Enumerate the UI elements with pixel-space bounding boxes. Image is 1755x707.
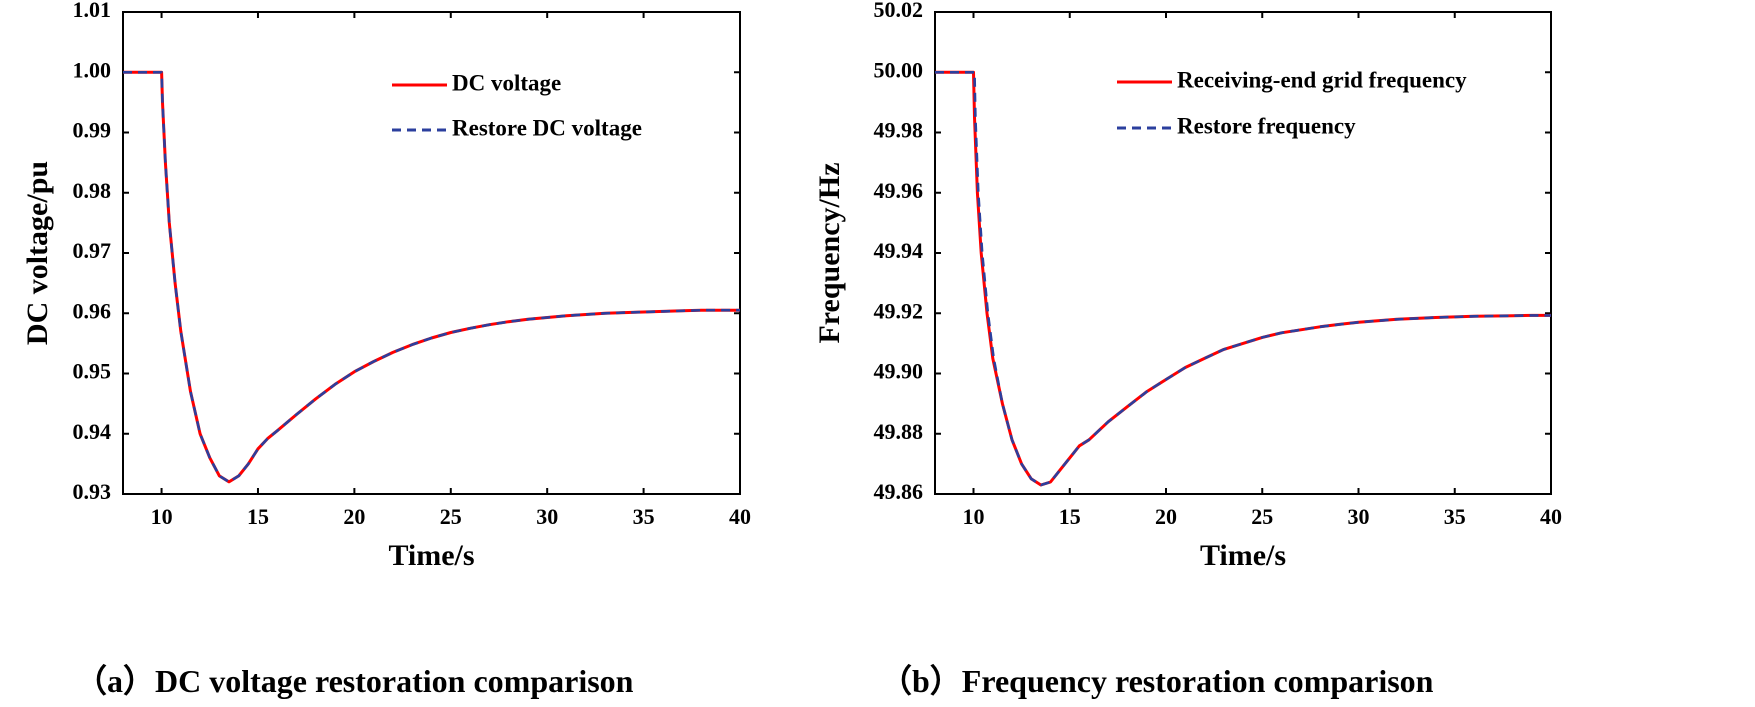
panel-a-ylabel: DC voltage/pu: [21, 161, 54, 345]
panel-b-ytick-label: 50.00: [874, 57, 924, 82]
panel-b-ytick-label: 49.90: [874, 359, 924, 384]
panel-b-xtick-label: 15: [1059, 504, 1081, 529]
panel-a-ytick-label: 0.97: [73, 238, 112, 263]
panel-b-series-restore-line: [935, 71, 1551, 487]
panel-b-caption: （b）Frequency restoration comparison: [880, 663, 1434, 699]
panel-a-series-main-line: [123, 70, 740, 484]
panel-b-legend-label-restore: Restore frequency: [1177, 113, 1356, 138]
panel-a-ytick-label: 0.93: [73, 479, 112, 504]
panel-b-xtick-label: 35: [1444, 504, 1466, 529]
panel-a-ytick-label: 0.98: [73, 178, 112, 203]
panel-b-ytick-label: 49.96: [874, 178, 924, 203]
panel-b-xtick-label: 20: [1155, 504, 1177, 529]
panel-a-xtick-label: 15: [247, 504, 269, 529]
panel-b-ytick-label: 49.92: [874, 298, 924, 323]
panel-a-xtick-label: 30: [536, 504, 558, 529]
panel-b-ytick-label: 49.86: [874, 479, 924, 504]
panel-a-legend-label-main: DC voltage: [452, 70, 561, 95]
panel-a-xtick-label: 40: [729, 504, 751, 529]
panel-b: 49.86 49.88 49.90 49.92 49.94 49.96 49.98 50.00…: [813, 0, 1562, 699]
panel-a-xtick-label: 35: [633, 504, 655, 529]
panel-a-xtick-label: 20: [343, 504, 365, 529]
panel-a-caption: （a）DC voltage restoration comparison: [75, 663, 634, 699]
panel-b-ytick-label: 49.94: [874, 238, 924, 263]
panel-a-ytick-label: 1.01: [73, 0, 112, 22]
panel-a-ytick-label: 0.95: [73, 359, 112, 384]
panel-a-ytick-label: 0.96: [73, 298, 112, 323]
panel-a-xtick-label: 25: [440, 504, 462, 529]
panel-b-xtick-label: 30: [1348, 504, 1370, 529]
panel-b-legend-label-main: Receiving-end grid frequency: [1177, 67, 1467, 92]
panel-a-xlabel: Time/s: [388, 539, 474, 572]
panel-b-ytick-label: 49.88: [874, 419, 924, 444]
panel-a: 0.93 0.94 0.95 0.96 0.97 0.98 0.99 1.00 1.01 10 15…: [21, 0, 751, 699]
panel-b-ytick-label: 49.98: [874, 118, 924, 143]
panel-b-xtick-label: 25: [1251, 504, 1273, 529]
panel-b-xtick-label: 40: [1540, 504, 1562, 529]
panel-a-ytick-label: 1.00: [73, 57, 112, 82]
panel-b-xtick-label: 10: [963, 504, 985, 529]
panel-b-xlabel: Time/s: [1200, 539, 1286, 572]
panel-a-ytick-label: 0.94: [73, 419, 112, 444]
panel-b-ylabel: Frequency/Hz: [813, 162, 846, 343]
panel-a-ytick-label: 0.99: [73, 118, 112, 143]
panel-b-ytick-label: 50.02: [874, 0, 924, 22]
panel-a-legend-label-restore: Restore DC voltage: [452, 115, 642, 140]
panel-a-xtick-label: 10: [151, 504, 173, 529]
